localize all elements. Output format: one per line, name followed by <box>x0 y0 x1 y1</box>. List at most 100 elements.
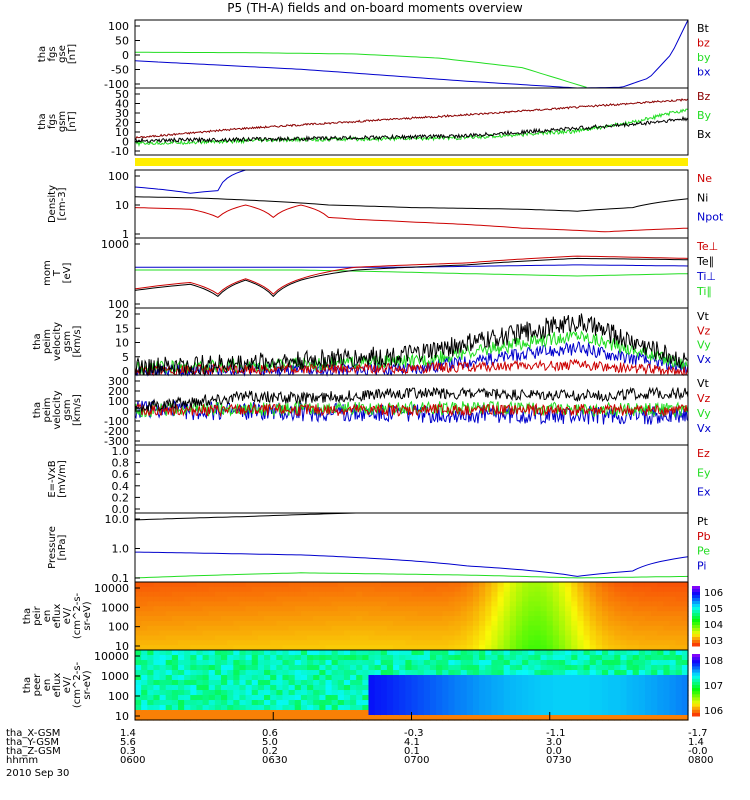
y-axis-label: tha <box>22 677 33 693</box>
panel-ion_spectrogram <box>134 581 700 651</box>
y-axis-label: fgs <box>47 46 58 61</box>
y-tick: -50 <box>111 64 129 77</box>
panel-pressure <box>134 512 689 583</box>
y-tick: 1.0 <box>112 445 130 458</box>
panel-electron_spectrogram <box>134 649 700 721</box>
y-axis-label: eV/ <box>62 676 73 693</box>
y-axis-label: eflux <box>52 673 63 698</box>
ephemeris-value: 1.4 <box>688 737 704 748</box>
series-Pt <box>134 512 357 521</box>
ephemeris-value: 5.0 <box>262 737 278 748</box>
y-tick: 10000 <box>94 582 129 595</box>
legend-Vy: Vy <box>697 339 711 352</box>
y-tick: 0.6 <box>112 468 130 481</box>
y-tick: 0 <box>122 49 129 62</box>
ephemeris-value: 0600 <box>120 755 145 766</box>
date-label: 2010 Sep 30 <box>6 768 69 779</box>
y-axis-label: tha <box>32 333 43 349</box>
y-axis-label: peer <box>32 673 43 697</box>
ephemeris-value: 0.0 <box>546 746 562 757</box>
y-tick: 20 <box>115 308 129 321</box>
panel-frame <box>134 444 689 514</box>
ephemeris-value: -0.3 <box>404 728 424 739</box>
legend-Bx: Bx <box>697 128 712 141</box>
y-tick: 10000 <box>94 650 129 663</box>
series-Ne <box>134 204 689 233</box>
series-Bx <box>134 115 689 144</box>
y-tick: 100 <box>108 298 129 311</box>
y-axis-label: tha <box>22 608 33 624</box>
series-Vz <box>134 402 688 418</box>
y-axis-label: tha <box>37 113 48 129</box>
y-tick: 15 <box>115 322 129 335</box>
colorbar-tick: 103 <box>704 636 723 647</box>
legend-Pb: Pb <box>697 530 711 543</box>
ephemeris-value: -0.0 <box>688 746 708 757</box>
y-axis-label: [km/s] <box>72 325 83 357</box>
y-tick: 30 <box>115 107 129 120</box>
ephemeris-label: tha_Y-GSM <box>6 737 59 748</box>
ephemeris-value: 1.4 <box>120 728 136 739</box>
y-tick: 1000 <box>101 601 129 614</box>
y-axis-label: peim <box>42 397 53 422</box>
y-tick: 0.2 <box>112 491 130 504</box>
y-axis-label: T <box>52 269 63 277</box>
legend-Vx: Vx <box>697 353 712 366</box>
y-tick: 50 <box>115 35 129 48</box>
series-Pe <box>134 572 689 579</box>
y-tick: 0 <box>122 136 129 149</box>
legend-Ti⊥: Ti⊥ <box>696 270 716 283</box>
legend-by: by <box>697 51 711 64</box>
y-tick: 100 <box>108 20 129 33</box>
legend-Vz: Vz <box>697 392 711 405</box>
ephemeris-value: -1.1 <box>546 728 566 739</box>
page-title: P5 (TH-A) fields and on-board moments ov… <box>227 1 523 15</box>
colorbar-tick: 104 <box>704 620 723 631</box>
y-tick: 10 <box>115 640 129 653</box>
ephemeris-label: tha_X-GSM <box>6 728 60 739</box>
y-axis-label: eflux <box>52 604 63 629</box>
ephemeris-label: tha_Z-GSM <box>6 746 61 757</box>
quality-flag-bar <box>135 158 688 166</box>
y-tick: 300 <box>108 375 129 388</box>
y-axis-label: tha <box>32 402 43 418</box>
ephemeris-value: 0.1 <box>404 746 420 757</box>
y-axis-label: [nPa] <box>57 534 68 560</box>
legend-Ey: Ey <box>697 466 711 479</box>
y-tick: 0 <box>122 365 129 378</box>
y-axis-label: gsm <box>57 111 68 132</box>
y-axis-label: [nT] <box>67 111 78 131</box>
legend-Pe: Pe <box>697 545 710 558</box>
y-tick: 0.1 <box>112 572 130 585</box>
ephemeris-value: 0800 <box>688 755 713 766</box>
panel-frame <box>134 19 689 89</box>
y-tick: 50 <box>115 88 129 101</box>
y-axis-label: fgs <box>47 114 58 129</box>
y-axis-label: [nT] <box>67 44 78 64</box>
colorbar <box>692 586 700 647</box>
y-tick: 1000 <box>101 670 129 683</box>
ephemeris-value: 0630 <box>262 755 287 766</box>
legend-Ez: Ez <box>697 447 710 460</box>
y-tick: 1000 <box>101 238 129 251</box>
y-axis-label: velocity <box>52 390 63 429</box>
colorbar-tick: 108 <box>704 656 723 667</box>
legend-Pt: Pt <box>697 515 709 528</box>
colorbar-tick: 106 <box>704 588 723 599</box>
series-Ti∥ <box>135 269 689 277</box>
y-axis-label: mom <box>42 260 53 286</box>
panel-frame <box>134 169 689 239</box>
legend-Pi: Pi <box>697 559 706 572</box>
panel-fgs_gse <box>134 19 689 89</box>
colorbar-tick: 106 <box>704 706 723 717</box>
y-tick: 100 <box>108 395 129 408</box>
y-axis-label: sr-eV) <box>82 670 93 699</box>
ephemeris-value: 4.1 <box>404 737 420 748</box>
ephemeris-value: 0.6 <box>262 728 278 739</box>
legend-Vy: Vy <box>697 407 711 420</box>
legend-Te⊥: Te⊥ <box>696 240 718 253</box>
series-Te⊥ <box>134 255 689 295</box>
legend-Ex: Ex <box>697 486 711 499</box>
y-axis-label: peir <box>32 605 43 625</box>
